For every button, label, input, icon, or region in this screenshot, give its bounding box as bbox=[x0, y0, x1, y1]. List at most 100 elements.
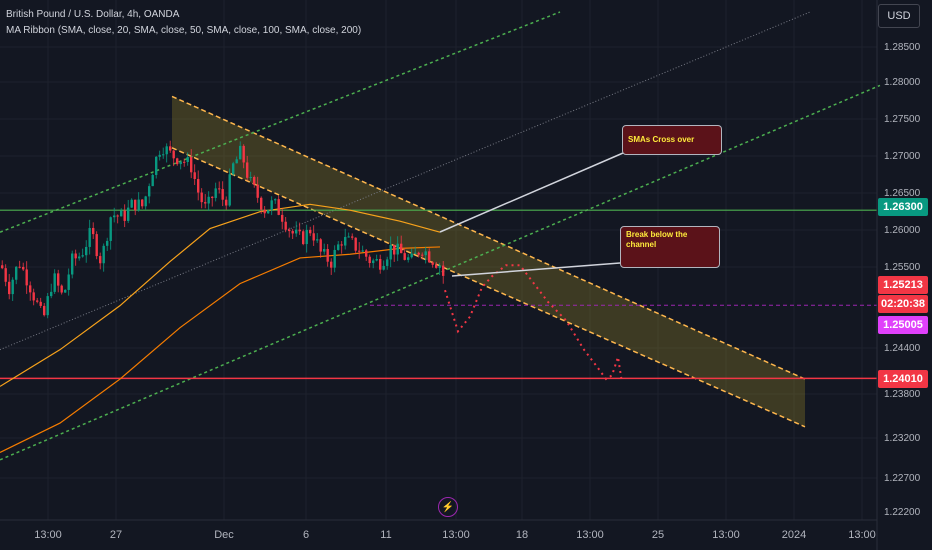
candle-body bbox=[407, 257, 410, 260]
candle-body bbox=[379, 258, 382, 270]
price-tick: 1.23200 bbox=[884, 433, 921, 444]
candle-body bbox=[193, 172, 196, 180]
candle-body bbox=[305, 229, 308, 245]
candle-body bbox=[165, 146, 168, 155]
candle-body bbox=[253, 177, 256, 185]
lightning-icon[interactable]: ⚡ bbox=[438, 497, 458, 517]
price-tick: 1.28000 bbox=[884, 77, 921, 88]
candle-body bbox=[431, 262, 434, 265]
price-tick: 1.24400 bbox=[884, 343, 921, 354]
candle-body bbox=[39, 301, 42, 306]
time-tick: 2024 bbox=[781, 529, 807, 541]
candle-body bbox=[344, 236, 347, 246]
time-tick: 13:00 bbox=[576, 529, 604, 541]
candle-body bbox=[134, 199, 137, 211]
last-price-badge: 1.25213 bbox=[878, 276, 928, 294]
candle-body bbox=[95, 234, 98, 257]
candle-body bbox=[123, 210, 126, 221]
candle-body bbox=[382, 265, 385, 270]
candle-body bbox=[396, 243, 399, 255]
price-tick: 1.28500 bbox=[884, 42, 921, 53]
candle-body bbox=[235, 159, 238, 164]
candle-body bbox=[137, 199, 140, 211]
chart-grid bbox=[0, 0, 877, 520]
candle-body bbox=[225, 199, 228, 206]
candle-body bbox=[204, 202, 207, 204]
symbol-title[interactable]: British Pound / U.S. Dollar, 4h, OANDA bbox=[6, 9, 180, 20]
candle-body bbox=[414, 252, 417, 254]
candle-body bbox=[218, 188, 221, 190]
candle-body bbox=[274, 199, 277, 201]
candle-body bbox=[11, 279, 14, 295]
sma-cross-pointer bbox=[439, 149, 631, 233]
candle-body bbox=[298, 229, 301, 232]
candle-body bbox=[368, 256, 371, 264]
candle-body bbox=[88, 227, 91, 247]
candle-body bbox=[277, 199, 280, 215]
candle-body bbox=[25, 269, 28, 286]
candle-body bbox=[207, 196, 210, 204]
candle-body bbox=[438, 265, 441, 268]
break-channel-pointer bbox=[451, 262, 621, 277]
candle-body bbox=[36, 300, 39, 302]
candle-body bbox=[239, 145, 242, 160]
price-tick: 1.27500 bbox=[884, 114, 921, 125]
ascending-channel-upper bbox=[0, 11, 561, 233]
candle-body bbox=[130, 199, 133, 208]
price-tick: 1.22200 bbox=[884, 507, 921, 518]
candle-body bbox=[186, 157, 189, 162]
indicator-legend[interactable]: MA Ribbon (SMA, close, 20, SMA, close, 5… bbox=[6, 25, 362, 36]
candle-body bbox=[417, 252, 420, 255]
candle-body bbox=[249, 177, 252, 179]
time-tick: 25 bbox=[651, 529, 665, 541]
candle-body bbox=[361, 250, 364, 252]
break-channel-callout[interactable]: Break below the channel bbox=[620, 226, 720, 268]
price-tick: 1.25500 bbox=[884, 262, 921, 273]
candle-body bbox=[50, 291, 53, 297]
time-tick: 6 bbox=[302, 529, 310, 541]
candle-body bbox=[340, 244, 343, 246]
candle-body bbox=[197, 179, 200, 193]
candle-body bbox=[221, 189, 224, 200]
candle-body bbox=[22, 266, 25, 270]
time-tick: 11 bbox=[380, 529, 392, 541]
time-tick: 27 bbox=[109, 529, 123, 541]
candle-body bbox=[410, 253, 413, 258]
candle-body bbox=[116, 215, 119, 217]
channel-upper-line bbox=[171, 95, 806, 380]
candle-body bbox=[18, 266, 21, 268]
candle-body bbox=[386, 259, 389, 266]
currency-button[interactable]: USD bbox=[878, 4, 920, 28]
moving-average-fast bbox=[0, 203, 441, 387]
candle-body bbox=[270, 200, 273, 211]
candle-body bbox=[260, 197, 263, 210]
candle-body bbox=[92, 227, 95, 235]
candle-body bbox=[228, 174, 231, 206]
candle-body bbox=[109, 217, 112, 241]
sma-cross-callout[interactable]: SMAs Cross over bbox=[622, 125, 722, 155]
candle-body bbox=[326, 249, 329, 262]
candle-body bbox=[4, 268, 7, 282]
time-tick: 13:00 bbox=[848, 529, 876, 541]
candle-body bbox=[242, 145, 245, 163]
time-tick: 13:00 bbox=[442, 529, 470, 541]
candle-body bbox=[375, 258, 378, 261]
candle-body bbox=[393, 244, 396, 255]
candle-body bbox=[291, 231, 294, 234]
candle-body bbox=[46, 296, 49, 316]
candle-body bbox=[200, 192, 203, 203]
candle-body bbox=[15, 266, 18, 280]
candle-body bbox=[8, 281, 11, 295]
candle-body bbox=[120, 210, 123, 217]
candle-body bbox=[288, 229, 291, 232]
candle-body bbox=[172, 150, 175, 159]
channel-lower-line bbox=[171, 147, 806, 428]
candle-body bbox=[67, 274, 70, 290]
candle-body bbox=[403, 253, 406, 260]
candle-body bbox=[256, 184, 259, 198]
candle-body bbox=[400, 243, 403, 254]
candle-body bbox=[309, 229, 312, 234]
candle-body bbox=[144, 196, 147, 207]
candle-body bbox=[151, 174, 154, 187]
